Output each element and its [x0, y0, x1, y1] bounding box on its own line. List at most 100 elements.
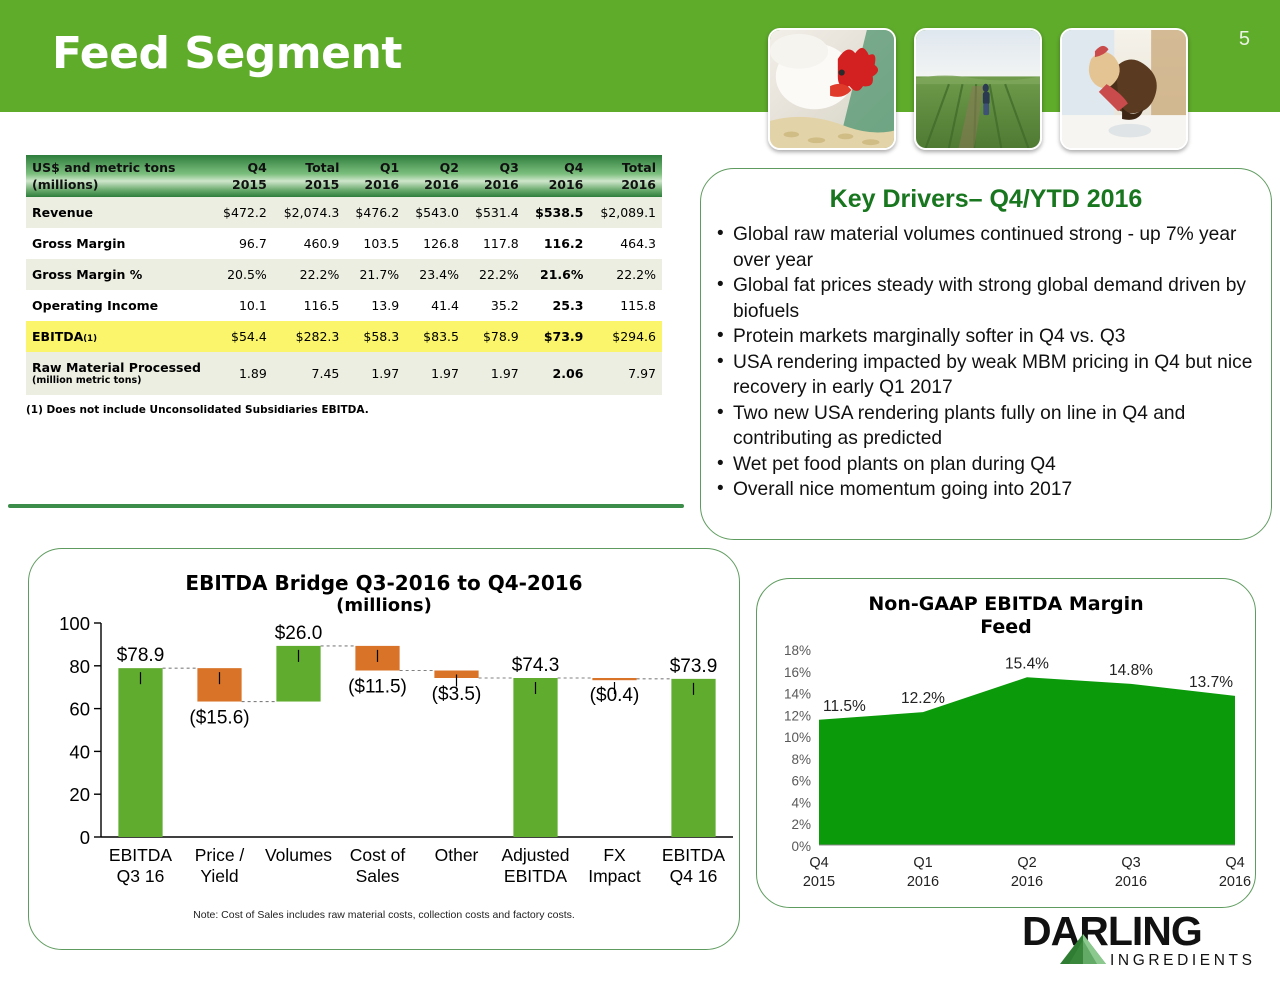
- ebitda-margin-title: Non-GAAP EBITDA Margin: [868, 593, 1144, 615]
- key-driver-text: Global raw material volumes continued st…: [733, 224, 1237, 271]
- table-cell: 10.1: [213, 290, 273, 321]
- y-tick-label: 16%: [784, 665, 811, 680]
- x-tick-label: Cost of: [350, 845, 406, 865]
- ebitda-bridge-title: EBITDA Bridge Q3-2016 to Q4-2016: [185, 571, 583, 595]
- table-cell: 1.97: [405, 352, 465, 395]
- waterfall-bar: [592, 677, 637, 681]
- th-col-6-period: Q4: [564, 160, 584, 175]
- table-cell: $78.9: [464, 321, 525, 352]
- y-tick-label: 4%: [791, 795, 811, 810]
- x-tick-label: Adjusted: [501, 845, 569, 865]
- th-col-3-year: 2016: [364, 177, 400, 192]
- ebitda-margin-subtitle: Feed: [980, 616, 1032, 638]
- key-driver-item: • USA rendering impacted by weak MBM pric…: [709, 350, 1261, 401]
- table-row: Operating Income 10.1 116.5 13.9 41.4 35.2 25.…: [26, 290, 662, 321]
- table-row: Gross Margin % 20.5% 22.2% 21.7% 23.4% 22.2% 2…: [26, 259, 662, 290]
- page-title: Feed Segment: [52, 28, 402, 79]
- y-tick-label: 0%: [791, 839, 811, 854]
- y-tick-label: 40: [69, 741, 90, 762]
- table-row-label: Gross Margin %: [26, 259, 213, 290]
- key-driver-text: USA rendering impacted by weak MBM prici…: [733, 351, 1253, 399]
- key-driver-item: • Global raw material volumes continued s…: [709, 222, 1261, 273]
- x-tick-label: 2016: [1011, 874, 1043, 890]
- table-cell: 2.06: [524, 352, 590, 395]
- x-tick-label: 2016: [907, 874, 939, 890]
- table-cell: $282.3: [272, 321, 346, 352]
- section-divider: [8, 504, 684, 508]
- bar-value-label: $78.9: [117, 645, 165, 666]
- key-driver-item: • Wet pet food plants on plan during Q4: [709, 452, 1261, 478]
- table-row-label: Operating Income: [26, 290, 213, 321]
- x-tick-label: Other: [435, 845, 479, 865]
- x-tick-label: Q1: [913, 855, 932, 871]
- data-point-label: 12.2%: [901, 690, 945, 707]
- y-tick-label: 0: [80, 827, 90, 848]
- bullet-icon: •: [717, 401, 724, 423]
- x-tick-label: 2015: [803, 874, 835, 890]
- ebitda-bridge-card: EBITDA Bridge Q3-2016 to Q4-2016 (millio…: [28, 548, 740, 950]
- th-col-2-year: 2015: [304, 177, 340, 192]
- th-units-line1: US$ and metric tons: [32, 160, 176, 175]
- x-tick-label: Q3 16: [117, 866, 165, 886]
- y-tick-label: 14%: [784, 687, 811, 702]
- bullet-icon: •: [717, 478, 724, 499]
- table-cell: 116.5: [272, 290, 346, 321]
- x-tick-label: Q4: [1225, 855, 1244, 871]
- key-driver-item: • Global fat prices steady with strong gl…: [709, 273, 1261, 324]
- bullet-icon: •: [717, 223, 724, 244]
- bar-value-label: ($11.5): [348, 677, 407, 698]
- th-col-7-year: 2016: [621, 177, 656, 192]
- bar-value-label: ($0.4): [590, 685, 640, 706]
- table-cell: 1.97: [464, 352, 525, 395]
- ebitda-margin-plot: 0% 2% 4% 6% 8% 10% 12% 14% 16% 18% 11.5% Q4 2015 12.2…: [784, 643, 1251, 890]
- bar-value-label: $73.9: [670, 656, 718, 677]
- dog-photo: [1060, 28, 1188, 150]
- financial-table: US$ and metric tons (millions) Q4 2015 T…: [26, 155, 662, 395]
- key-driver-item: • Two new USA rendering plants fully on l…: [709, 401, 1261, 452]
- waterfall-bar: [513, 677, 558, 837]
- table-cell: $294.6: [589, 321, 662, 352]
- x-tick-label: EBITDA: [662, 845, 726, 865]
- header-photo-strip: [768, 28, 1188, 150]
- th-col-1: Q4 2015: [213, 155, 273, 197]
- table-cell: $54.4: [213, 321, 273, 352]
- table-row: EBITDA(1) $54.4 $282.3 $58.3 $83.5 $78.9 $73.9…: [26, 321, 662, 352]
- th-col-3: Q1 2016: [345, 155, 406, 197]
- x-tick-label: Q4: [809, 855, 828, 871]
- bullet-icon: •: [717, 325, 724, 346]
- table-row: Raw Material Processed (million metric to…: [26, 352, 662, 395]
- th-col-4: Q2 2016: [405, 155, 465, 197]
- table-cell: 22.2%: [589, 259, 662, 290]
- th-col-2-period: Total: [305, 160, 340, 175]
- table-cell: $2,089.1: [589, 197, 662, 228]
- bar-value-label: $74.3: [512, 655, 560, 676]
- table-cell: 21.7%: [345, 259, 406, 290]
- waterfall-bar: [671, 678, 716, 837]
- key-drivers-list: • Global raw material volumes continued s…: [701, 222, 1271, 503]
- table-cell: 96.7: [213, 228, 273, 259]
- table-row-sublabel: (million metric tons): [32, 375, 142, 386]
- y-tick-label: 100: [59, 613, 90, 634]
- key-driver-text: Two new USA rendering plants fully on li…: [733, 402, 1186, 450]
- y-tick-label: 6%: [791, 774, 811, 789]
- table-cell: $538.5: [524, 197, 590, 228]
- th-units-line2: (millions): [32, 177, 99, 192]
- table-cell: 464.3: [589, 228, 662, 259]
- key-driver-text: Protein markets marginally softer in Q4 …: [733, 326, 1126, 347]
- logo-wordmark: DARLING: [1022, 908, 1203, 954]
- x-tick-label: 2016: [1115, 874, 1147, 890]
- x-tick-label: Q2: [1017, 855, 1036, 871]
- th-col-5: Q3 2016: [464, 155, 525, 197]
- ebitda-bridge-note: Note: Cost of Sales includes raw materia…: [193, 909, 575, 921]
- y-tick-label: 80: [69, 656, 90, 677]
- table-cell: 115.8: [589, 290, 662, 321]
- x-tick-label: EBITDA: [504, 866, 568, 886]
- table-cell: 23.4%: [405, 259, 465, 290]
- table-cell: 22.2%: [464, 259, 525, 290]
- table-cell: 13.9: [345, 290, 406, 321]
- financial-table-body: Revenue $472.2 $2,074.3 $476.2 $543.0 $531.4 $…: [26, 197, 662, 395]
- table-cell: $58.3: [345, 321, 406, 352]
- y-tick-label: 10%: [784, 730, 811, 745]
- table-cell: 1.97: [345, 352, 406, 395]
- footnote-marker: (1): [83, 334, 97, 344]
